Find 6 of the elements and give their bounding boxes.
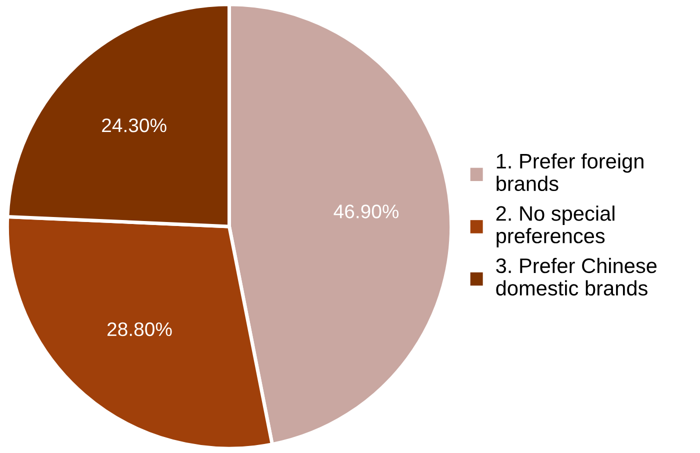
legend-label: 1. Prefer foreign brands xyxy=(496,153,644,192)
data-label: 46.90% xyxy=(334,204,399,218)
legend-label: 2. No special preferences xyxy=(496,206,614,248)
data-label: 24.30% xyxy=(102,118,166,132)
legend-label: 3. Prefer Chinese domestic brands xyxy=(496,258,657,296)
data-label: 28.80% xyxy=(108,322,172,336)
